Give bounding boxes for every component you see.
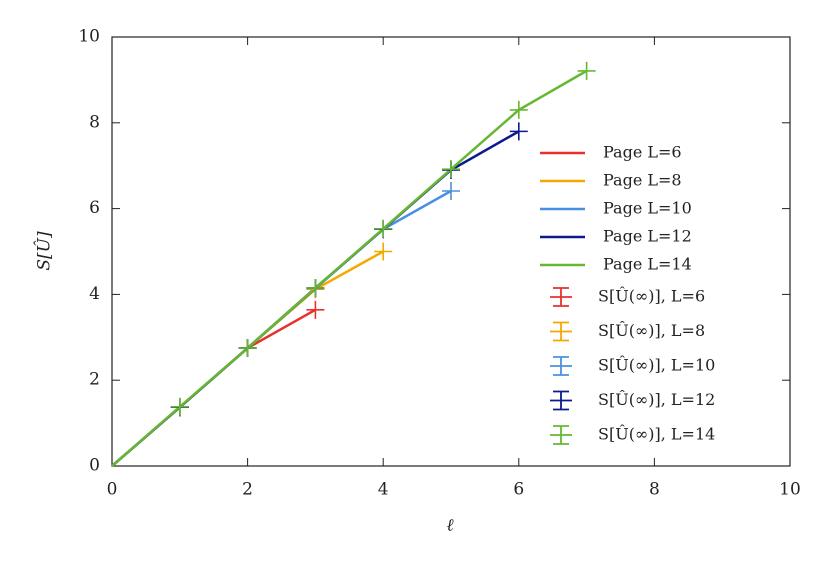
errorbar-marker	[374, 242, 393, 261]
legend-swatch	[550, 287, 572, 307]
errorbar-marker	[509, 100, 528, 119]
errorbar-marker	[238, 339, 257, 358]
y-tick-label: 10	[78, 27, 100, 47]
legend-label: S[Û(∞)], L=8	[598, 320, 705, 340]
x-tick-label: 2	[242, 480, 253, 500]
legend-label: Page L=8	[603, 171, 682, 190]
errorbar-marker	[306, 278, 325, 297]
series-line	[111, 250, 384, 467]
legend-label: S[Û(∞)], L=12	[598, 389, 715, 409]
legend-label: Page L=6	[603, 143, 682, 162]
legend-label: Page L=14	[603, 255, 692, 274]
y-tick-label: 0	[89, 456, 100, 476]
x-tick-label: 4	[378, 480, 389, 500]
x-axis-label: ℓ	[446, 516, 453, 536]
x-tick-label: 6	[513, 480, 524, 500]
errorbar-marker	[170, 397, 189, 416]
errorbar-marker	[577, 61, 596, 80]
errorbar-marker	[306, 300, 325, 319]
legend-label: Page L=12	[603, 227, 692, 246]
legend-swatch	[550, 356, 572, 376]
errorbar-marker	[442, 160, 460, 179]
x-tick-label: 0	[107, 480, 118, 500]
plot-frame	[111, 36, 791, 467]
errorbar-marker	[374, 219, 393, 238]
legend-label: Page L=10	[603, 199, 692, 218]
series-line	[111, 308, 317, 467]
errorbar-marker	[442, 182, 460, 201]
y-tick-label: 4	[89, 284, 100, 304]
legend-swatch	[550, 390, 572, 411]
x-tick-label: 10	[779, 480, 801, 500]
y-axis-label: S[Û]	[34, 231, 55, 271]
legend-label: S[Û(∞)], L=14	[598, 424, 715, 444]
series-line	[111, 130, 520, 467]
x-tick-label: 8	[649, 480, 660, 500]
series-line	[111, 69, 588, 467]
errorbar-marker	[509, 122, 528, 141]
y-tick-label: 6	[89, 198, 100, 218]
legend-label: S[Û(∞)], L=6	[598, 286, 705, 306]
y-tick-label: 2	[89, 370, 100, 390]
legend-swatch	[550, 321, 572, 342]
legend-label: S[Û(∞)], L=10	[598, 355, 715, 375]
legend-swatch	[550, 425, 572, 445]
y-tick-label: 8	[89, 112, 100, 132]
